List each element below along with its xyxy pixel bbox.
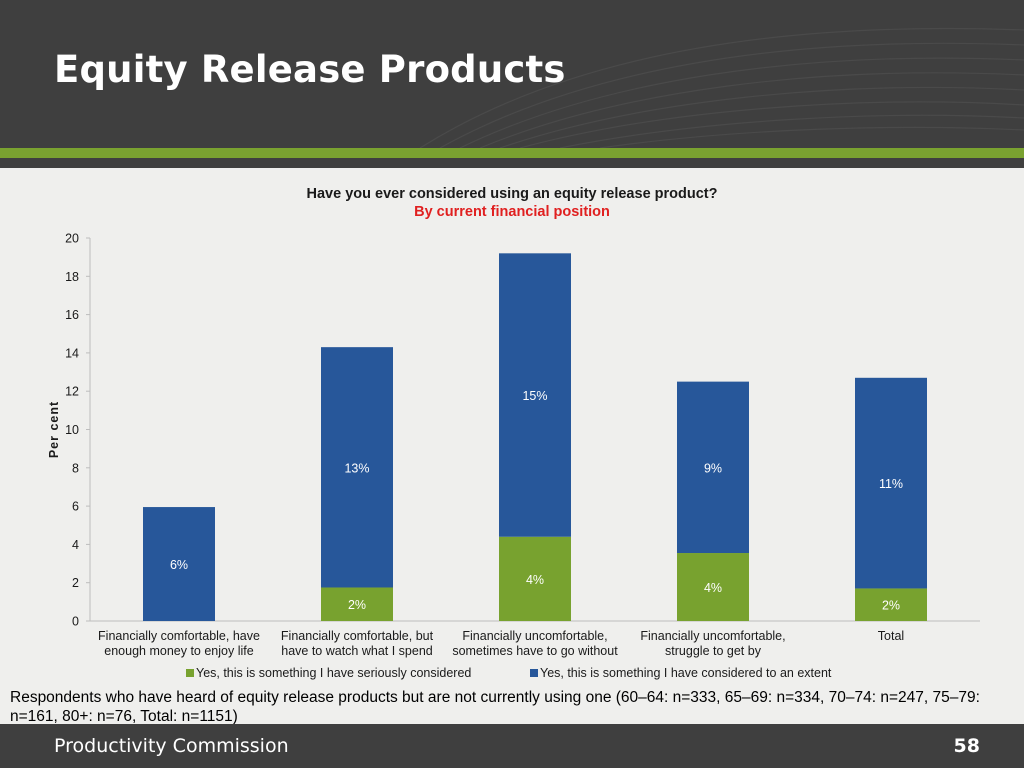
y-tick-label: 4	[72, 538, 79, 552]
x-category-label: enough money to enjoy life	[104, 644, 253, 658]
y-tick-label: 16	[65, 308, 79, 322]
bar-segment-considered-to-extent	[143, 507, 215, 621]
chart-area: Have you ever considered using an equity…	[0, 168, 1024, 718]
slide-footer: Productivity Commission 58	[0, 724, 1024, 768]
y-tick-label: 14	[65, 346, 79, 360]
bar-segment-considered-to-extent	[677, 381, 749, 554]
bar-segment-seriously-considered	[855, 588, 927, 621]
data-label: 2%	[882, 599, 900, 613]
bar-segment-considered-to-extent	[321, 347, 393, 588]
y-tick-label: 12	[65, 385, 79, 399]
data-label: 15%	[522, 389, 547, 403]
divider-stripe	[0, 158, 1024, 168]
chart-title: Have you ever considered using an equity…	[306, 186, 718, 202]
x-category-label: struggle to get by	[665, 644, 762, 658]
data-label: 4%	[526, 573, 544, 587]
x-category-label: sometimes have to go without	[452, 644, 618, 658]
bar-segment-seriously-considered	[321, 587, 393, 621]
y-tick-label: 18	[65, 270, 79, 284]
x-category-label: Financially uncomfortable,	[462, 629, 607, 643]
slide-title: Equity Release Products	[54, 48, 566, 91]
y-tick-label: 20	[65, 232, 79, 246]
legend-label: Yes, this is something I have seriously …	[196, 666, 471, 680]
legend-swatch	[186, 669, 194, 677]
bar-segment-considered-to-extent	[855, 377, 927, 589]
chart-subtitle: By current financial position	[414, 204, 610, 220]
data-label: 2%	[348, 598, 366, 612]
stacked-bar-chart: 0 2 4 6 8 10 12 14 16 18 20 Per cent 6% Financially c…	[47, 232, 980, 680]
data-label: 13%	[344, 461, 369, 475]
header-decoration	[419, 27, 1024, 148]
legend-swatch	[530, 669, 538, 677]
x-category-label: Financially comfortable, have	[98, 629, 260, 643]
y-tick-label: 2	[72, 576, 79, 590]
y-tick-label: 6	[72, 500, 79, 514]
page-number: 58	[953, 735, 980, 757]
data-label: 4%	[704, 581, 722, 595]
data-label: 9%	[704, 461, 722, 475]
y-tick-label: 10	[65, 423, 79, 437]
x-category-label: Financially uncomfortable,	[640, 629, 785, 643]
y-tick-label: 0	[72, 615, 79, 629]
accent-stripe	[0, 148, 1024, 158]
y-axis-title: Per cent	[47, 401, 61, 458]
y-tick-label: 8	[72, 461, 79, 475]
bar-segment-seriously-considered	[499, 536, 571, 621]
slide-header: Equity Release Products	[0, 0, 1024, 148]
bar-segment-seriously-considered	[677, 553, 749, 621]
x-category-label: Total	[878, 629, 904, 643]
data-label: 6%	[170, 558, 188, 572]
x-category-label: have to watch what I spend	[281, 644, 433, 658]
footer-organisation: Productivity Commission	[54, 735, 289, 757]
respondents-note: Respondents who have heard of equity rel…	[10, 689, 980, 725]
x-category-label: Financially comfortable, but	[281, 629, 434, 643]
legend-label: Yes, this is something I have considered…	[540, 666, 832, 680]
bar-segment-considered-to-extent	[499, 253, 571, 537]
data-label: 11%	[879, 477, 903, 491]
